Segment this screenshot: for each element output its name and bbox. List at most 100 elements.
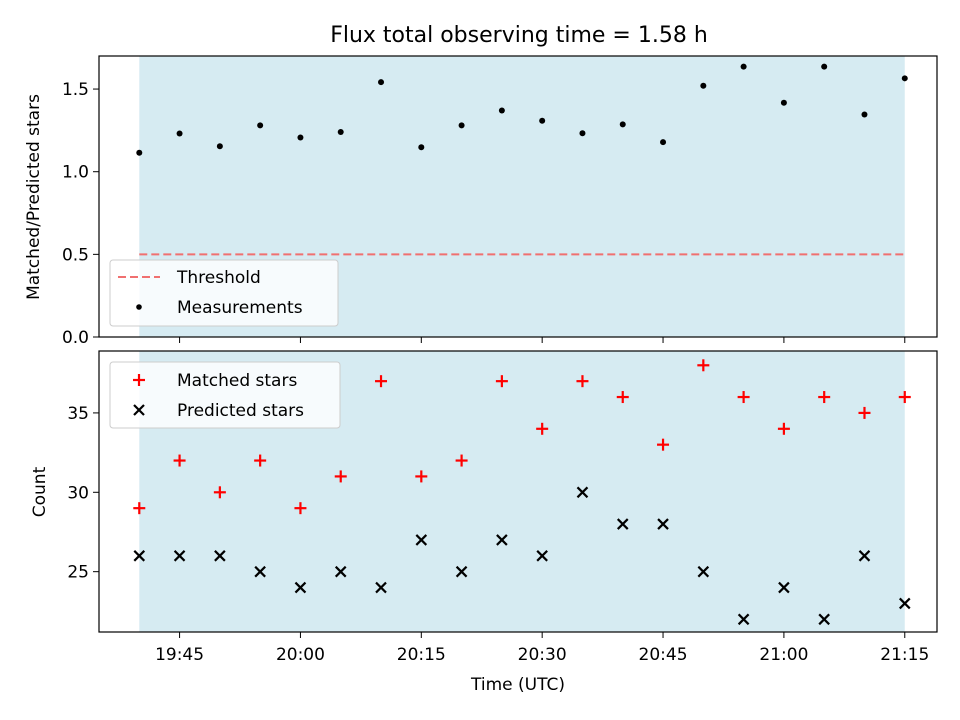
matched-point [213, 486, 226, 499]
bottom-legend: Matched stars Predicted stars [109, 361, 341, 429]
legend-measurement-swatch [136, 304, 142, 310]
measurement-point [176, 130, 183, 137]
matched-point [294, 502, 307, 515]
legend-matched-label: Matched stars [177, 371, 297, 391]
matched-point [697, 359, 710, 372]
predicted-point [616, 518, 629, 530]
top-x-ticks [179, 337, 906, 343]
predicted-point [254, 565, 266, 578]
top-y-tick-label: 1.0 [62, 163, 89, 183]
bottom-y-tick-label: 25 [67, 563, 89, 583]
measurement-point [579, 130, 586, 137]
top-legend-box [109, 259, 339, 327]
top-panel: 0.0 0.5 1.0 1.5 Matched/Predicted stars Thr… [24, 55, 938, 348]
x-tick-label: 20:15 [397, 645, 446, 665]
matched-points [133, 359, 911, 515]
predicted-point [415, 534, 428, 546]
predicted-point [173, 550, 186, 562]
matched-point [455, 454, 468, 467]
measurement-point [498, 107, 505, 114]
measurement-point [378, 79, 385, 86]
matched-point [173, 454, 186, 467]
bottom-x-ticks: 19:45 20:00 20:15 20:30 20:45 21:00 21:15 [155, 632, 929, 665]
measurement-point [257, 122, 264, 129]
predicted-point [375, 581, 387, 594]
predicted-point [657, 518, 669, 530]
predicted-point [214, 550, 226, 562]
bottom-axes-frame [98, 350, 938, 633]
x-tick-label: 20:30 [518, 645, 567, 665]
legend-predicted-swatch [133, 404, 145, 416]
measurement-point [539, 117, 546, 124]
measurement-point [821, 63, 828, 70]
predicted-point [133, 550, 146, 562]
matched-point [254, 454, 267, 467]
measurement-point [780, 99, 787, 106]
measurement-point [216, 143, 223, 150]
matched-point [898, 391, 911, 404]
matched-point [133, 502, 146, 515]
x-tick-label: 21:00 [759, 645, 808, 665]
measurement-point [660, 139, 667, 146]
predicted-point [778, 581, 790, 594]
matched-point [495, 375, 508, 388]
legend-matched-swatch [133, 374, 145, 386]
bottom-panel: 25 30 35 19:45 20:00 20:15 20:30 20:45 21:00 21:… [30, 350, 938, 695]
bottom-y-axis-label: Count [30, 466, 50, 517]
bottom-legend-box [109, 361, 341, 429]
matched-point [334, 470, 347, 483]
chart-title: Flux total observing time = 1.58 h [330, 23, 708, 48]
predicted-point [496, 534, 508, 546]
x-tick-label: 21:15 [880, 645, 929, 665]
top-y-tick-label: 0.0 [62, 328, 89, 348]
top-y-axis-label: Matched/Predicted stars [24, 94, 44, 300]
predicted-point [898, 597, 911, 610]
matched-point [858, 406, 871, 419]
predicted-point [818, 613, 830, 626]
x-tick-label: 19:45 [155, 645, 204, 665]
legend-predicted-label: Predicted stars [177, 401, 304, 421]
matched-point [616, 391, 629, 404]
x-tick-label: 20:00 [276, 645, 325, 665]
measurement-point [901, 75, 908, 82]
measurement-point [136, 149, 143, 156]
top-y-ticks: 0.0 0.5 1.0 1.5 [62, 80, 99, 348]
predicted-points [133, 486, 911, 626]
predicted-point [455, 565, 468, 578]
top-y-tick-label: 0.5 [62, 245, 89, 265]
top-axes-frame [98, 55, 938, 338]
bottom-y-tick-label: 30 [67, 483, 89, 503]
matched-point [375, 375, 388, 388]
measurement-points [136, 63, 908, 156]
matched-point [576, 375, 589, 388]
bottom-y-tick-label: 35 [67, 404, 89, 424]
matched-point [657, 438, 670, 451]
measurement-point [619, 121, 626, 128]
measurement-point [700, 82, 707, 89]
predicted-point [858, 550, 871, 562]
predicted-point [294, 581, 307, 594]
predicted-point [536, 550, 548, 562]
predicted-point [737, 613, 750, 626]
matched-point [818, 391, 831, 404]
legend-measurements-label: Measurements [177, 298, 303, 318]
top-y-tick-label: 1.5 [62, 80, 89, 100]
measurement-point [418, 144, 425, 151]
bottom-y-ticks: 25 30 35 [67, 404, 99, 583]
measurement-point [740, 63, 747, 70]
measurement-point [458, 122, 465, 129]
predicted-point [576, 486, 589, 499]
legend-threshold-label: Threshold [176, 268, 261, 288]
measurement-point [861, 111, 868, 118]
matched-point [737, 391, 750, 404]
top-legend: Threshold Measurements [109, 259, 339, 327]
x-axis-label: Time (UTC) [470, 675, 565, 695]
x-tick-label: 20:45 [639, 645, 688, 665]
predicted-point [697, 565, 710, 578]
matched-point [415, 470, 428, 483]
matched-point [536, 422, 549, 435]
predicted-point [334, 565, 347, 578]
measurement-point [297, 134, 304, 141]
measurement-point [337, 129, 344, 136]
